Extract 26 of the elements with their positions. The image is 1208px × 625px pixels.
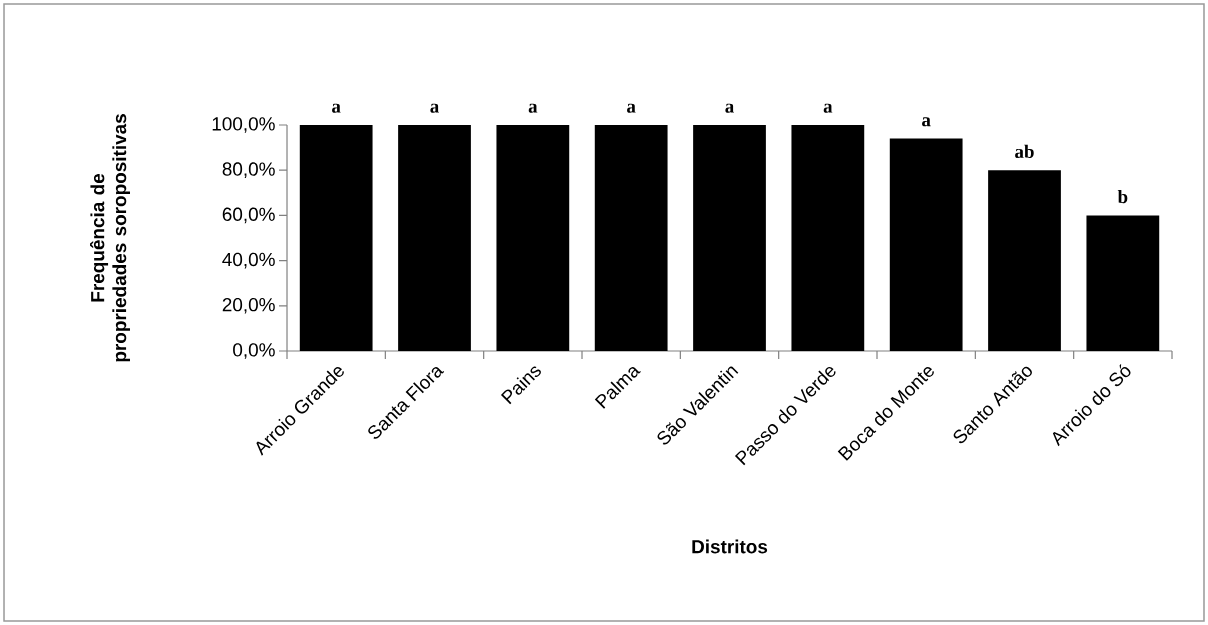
y-tick-label: 0,0% [233, 343, 275, 359]
y-tick-label: 60,0% [222, 207, 275, 224]
y-tick-label: 100,0% [212, 117, 275, 133]
annotation: a [430, 103, 439, 113]
bar [791, 124, 865, 351]
annotation: a [823, 103, 833, 113]
y-axis-title: Frequência de propriedades soropositivas [90, 114, 130, 362]
annotation: ab [1015, 144, 1034, 158]
annotation: a [627, 103, 636, 113]
bar [398, 124, 471, 351]
x-axis-title: Distritos [692, 539, 768, 554]
annotation: a [528, 103, 538, 113]
annotation: a [725, 103, 734, 113]
annotation: a [922, 117, 931, 127]
bar [693, 124, 766, 351]
bar [988, 170, 1061, 351]
annotation: b [1117, 189, 1128, 204]
y-tick-label: 20,0% [222, 297, 275, 314]
bar [594, 124, 668, 351]
bar [496, 124, 570, 351]
y-tick-label: 80,0% [222, 162, 275, 179]
y-tick-label: 40,0% [222, 252, 275, 269]
bar [889, 138, 963, 351]
annotation: a [332, 103, 341, 113]
bar [1086, 215, 1160, 351]
bar [299, 124, 373, 351]
